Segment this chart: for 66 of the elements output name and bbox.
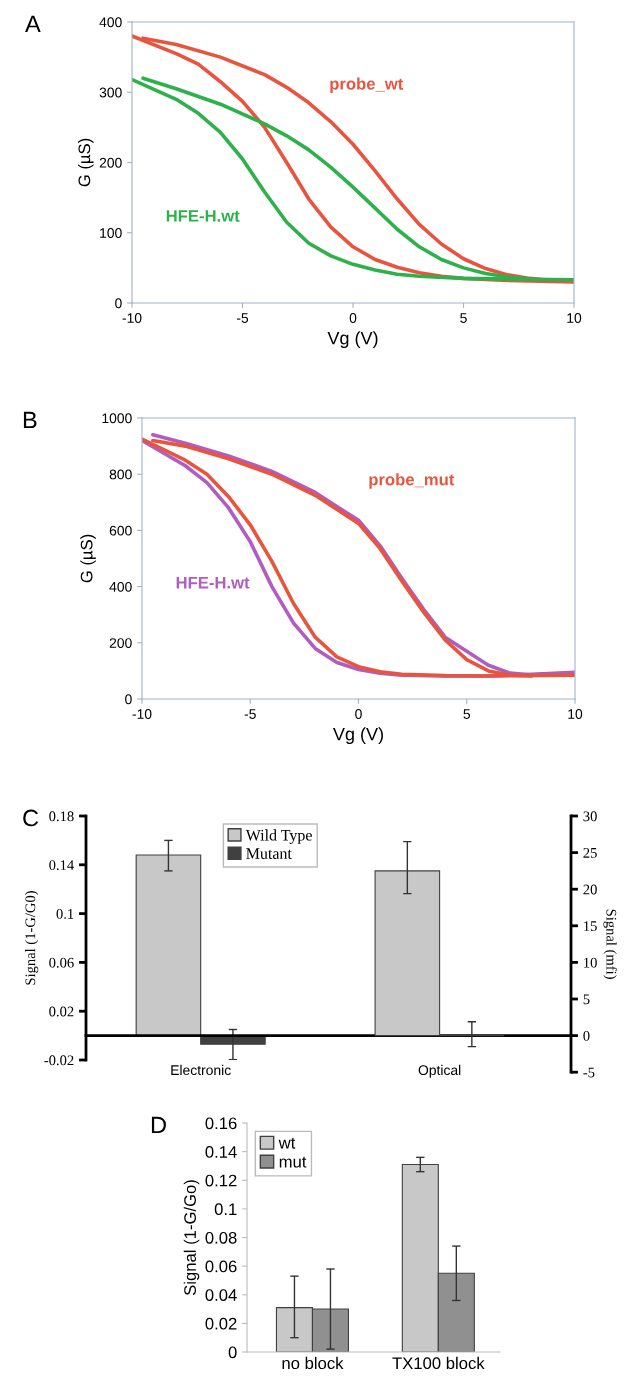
y-tick-label: 0.18 [49, 811, 74, 822]
y2-tick-label: 20 [583, 884, 597, 895]
y-tick-label: 0 [125, 694, 132, 705]
y-axis-title: G (µS) [80, 534, 96, 583]
y-tick-label: 0.14 [205, 1146, 237, 1158]
x-tick-label: Electronic [171, 1064, 231, 1076]
y-tick-label: 0.08 [205, 1231, 237, 1244]
y-tick-label: 0.02 [205, 1317, 237, 1330]
y2-tick-label: 10 [584, 957, 597, 968]
x-tick-label: -10 [132, 709, 152, 719]
text: HFE-H.wt [176, 576, 250, 589]
text: HFE-H.wt [166, 210, 240, 222]
y-tick-label: 200 [99, 157, 122, 168]
y-axis-title: G (µS) [78, 138, 94, 187]
y-tick-label: 200 [109, 638, 132, 648]
y-tick-label: 0 [228, 1346, 237, 1359]
y-axis-title: Signal (1-G/G0) [25, 891, 39, 985]
x-tick-label: Optical [418, 1064, 461, 1078]
y-tick-label: 0.16 [205, 1117, 237, 1130]
chart-title: A [25, 15, 41, 33]
x-tick-label: 5 [460, 313, 467, 323]
y-tick-label: 0.06 [49, 957, 74, 968]
y-tick-label: 0.04 [205, 1289, 237, 1301]
y-tick-label: 0.1 [214, 1203, 237, 1216]
text: probe_mut [369, 473, 455, 489]
legend-label: Wild Type [245, 829, 312, 844]
y2-tick-label: 0 [583, 1030, 590, 1041]
y-tick-label: 400 [99, 17, 122, 28]
x-tick-label: -10 [122, 313, 142, 323]
y-tick-label: 0.02 [49, 1006, 74, 1017]
x-tick-label: -5 [236, 313, 249, 323]
y2-tick-label: 25 [583, 848, 597, 858]
y-tick-label: 0.1 [56, 908, 74, 919]
y-tick-label: 0.06 [205, 1260, 237, 1273]
y-tick-label: 100 [100, 228, 122, 238]
y2-tick-label: 30 [583, 811, 597, 822]
y-tick-label: -0.02 [44, 1055, 74, 1066]
x-tick-label: -5 [244, 709, 256, 719]
series-label: probe_wt [330, 77, 404, 93]
y-axis-title: Signal (1-G/Go) [183, 1180, 200, 1296]
x-tick-label: 5 [463, 709, 471, 719]
legend-label: Mutant [246, 848, 292, 859]
x-tick-label: 10 [568, 709, 583, 719]
y-tick-label: 800 [109, 469, 132, 480]
y-tick-label: 300 [99, 87, 122, 98]
chart-title: B [23, 411, 37, 429]
x-tick-label: no block [282, 1356, 344, 1370]
legend-label: wt [278, 1137, 296, 1149]
y2-axis-title: Signal (mfi) [603, 909, 617, 979]
y2-tick-label: 15 [584, 921, 597, 931]
y-tick-label: 1000 [102, 413, 132, 424]
legend-label: mut [279, 1156, 307, 1168]
x-tick-label: 0 [349, 313, 357, 323]
y2-tick-label: 5 [583, 994, 590, 1005]
x-axis-title: Vg (V) [327, 331, 378, 349]
chart-title: C [23, 809, 39, 827]
y-tick-label: 0.14 [49, 860, 74, 871]
y-tick-label: 0.12 [205, 1174, 237, 1187]
x-tick-label: 10 [567, 313, 582, 323]
y-tick-label: 0 [115, 298, 122, 309]
x-tick-label: TX100 block [392, 1356, 485, 1370]
x-axis-title: Vg (V) [333, 727, 383, 745]
chart-title: D [151, 1116, 166, 1134]
y-tick-label: 600 [109, 525, 132, 536]
y-tick-label: 400 [109, 581, 132, 592]
x-tick-label: 0 [355, 709, 362, 719]
